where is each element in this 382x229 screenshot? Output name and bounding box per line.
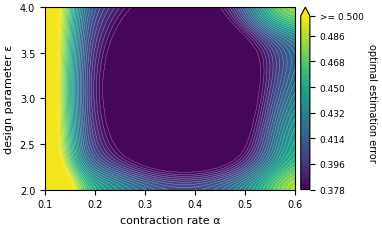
X-axis label: contraction rate α: contraction rate α [120,215,220,225]
Y-axis label: design parameter ε: design parameter ε [4,45,14,153]
PathPatch shape [301,8,310,17]
Y-axis label: optimal estimation error: optimal estimation error [367,44,377,162]
